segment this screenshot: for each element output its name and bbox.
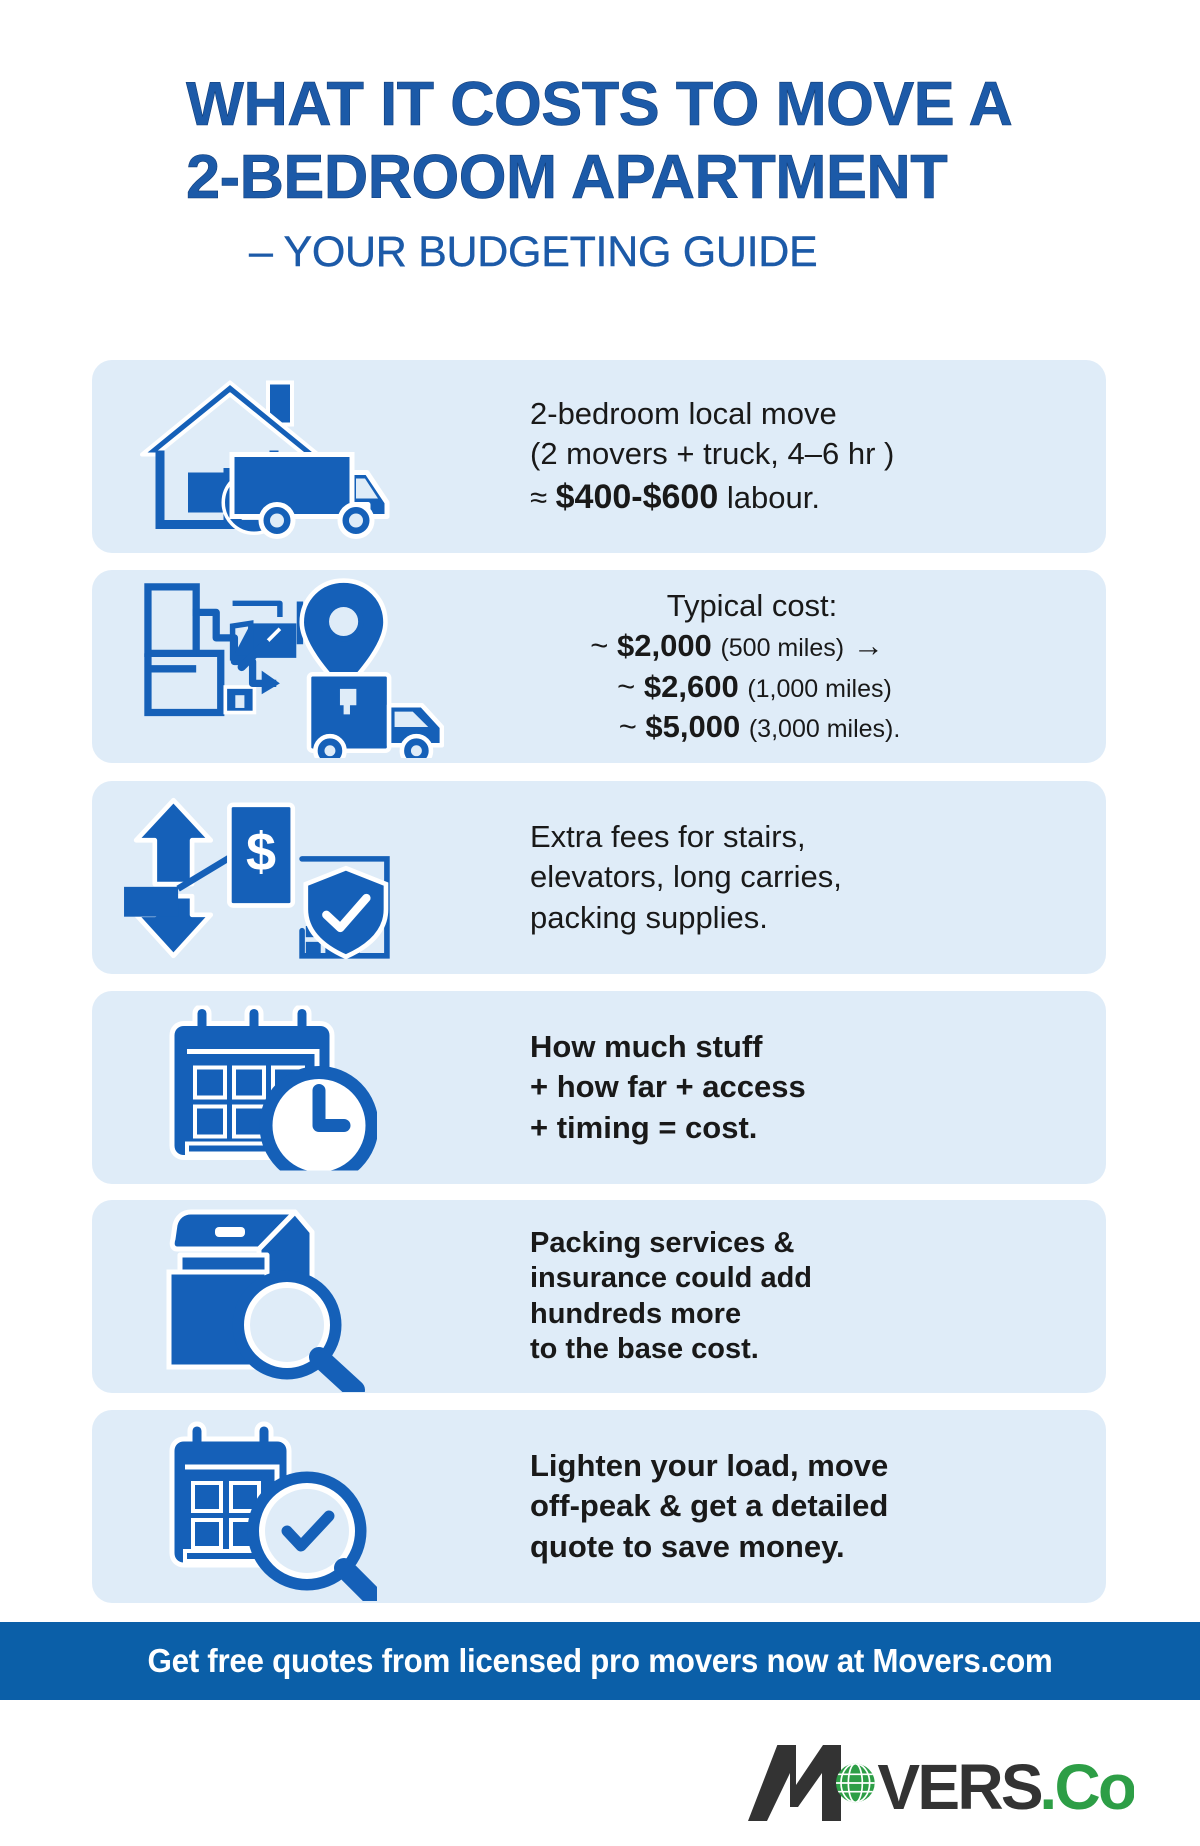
svg-text:.Com: .Com [1039,1751,1134,1823]
svg-text:VERS: VERS [877,1751,1042,1823]
svg-text:$: $ [246,822,276,882]
